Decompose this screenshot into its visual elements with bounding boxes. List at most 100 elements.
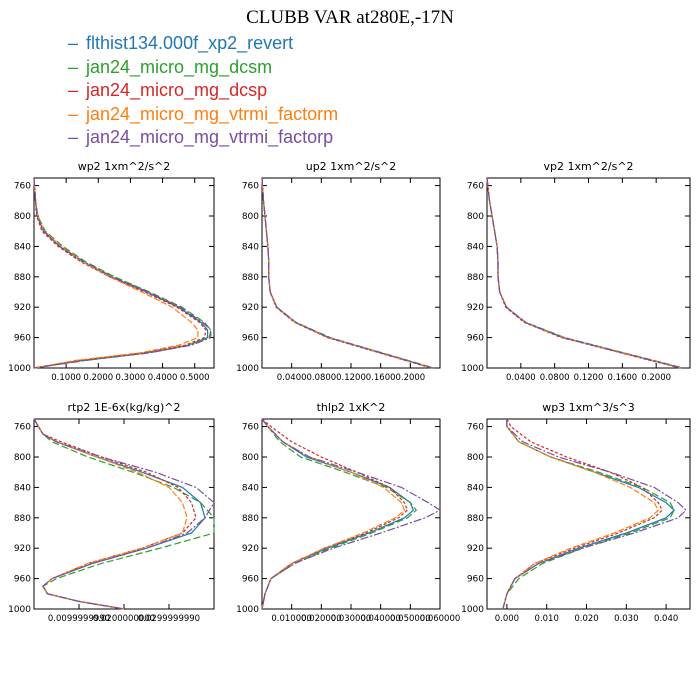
panel-title: up2 1xm^2/s^2 [306,160,397,173]
x-tick-label: 0.0800 [306,373,336,383]
y-tick-label: 800 [242,212,259,222]
series-line [33,177,209,369]
x-tick-label: 0.030000 [331,614,372,624]
series-line [33,418,215,610]
x-tick-label: 0.1200 [336,373,366,383]
x-tick-label: 0.020 [574,614,598,624]
legend-swatch: – [68,103,79,124]
x-tick-label: 0.030 [614,614,638,624]
y-tick-label: 840 [467,242,484,252]
series-line [486,177,684,369]
y-tick-label: 960 [242,575,259,585]
x-tick-label: 0.020000 [301,614,342,624]
x-tick-label: 0.1600 [366,373,396,383]
x-tick-label: 0.0800 [540,373,570,383]
y-tick-label: 840 [242,242,259,252]
x-tick-label: 0.000 [495,614,519,624]
legend-label: jan24_micro_mg_vtrmi_factorp [86,127,334,147]
series-line [261,418,442,610]
y-tick-label: 880 [14,273,31,283]
x-tick-label: 0.0200000000 [93,614,155,624]
y-tick-label: 1000 [8,605,31,615]
panel-title: thlp2 1xK^2 [317,401,386,414]
y-tick-label: 920 [242,544,259,554]
chart-panel: wp3 1xm^3/s^3 760 800 840 880 920 960 1000 0.000… [461,401,691,624]
y-tick-label: 960 [467,575,484,585]
series-line [33,177,212,369]
legend-entry: – flthist134.000f_xp2_revert [68,32,338,56]
y-tick-label: 1000 [461,605,484,615]
y-tick-label: 760 [14,423,31,433]
series-line [33,177,207,369]
series-line [261,177,433,369]
panel-title: vp2 1xm^2/s^2 [543,160,633,173]
x-tick-label: 0.0299999990 [138,614,200,624]
x-tick-label: 0.050000 [390,614,431,624]
y-tick-label: 880 [14,514,31,524]
legend-swatch: – [68,56,79,77]
legend-swatch: – [68,127,79,147]
y-tick-label: 880 [467,273,484,283]
panel-title: rtp2 1E-6x(kg/kg)^2 [68,401,181,414]
series-line [261,177,432,369]
series-line [261,177,435,369]
y-tick-label: 840 [467,483,484,493]
series-line [261,418,409,610]
x-tick-label: 0.010000 [271,614,312,624]
plot-frame [261,418,441,610]
series-line [33,418,197,610]
y-tick-label: 960 [14,334,31,344]
legend-swatch: – [68,80,79,100]
x-tick-label: 0.5000 [180,373,210,383]
chart-panel: rtp2 1E-6x(kg/kg)^2 760 800 840 880 920 960 100… [8,401,215,624]
panel-title: wp2 1xm^2/s^2 [78,160,171,173]
plot-frame [261,177,441,369]
x-tick-label: 0.060000 [420,614,461,624]
series-line [486,177,681,369]
y-tick-label: 920 [14,544,31,554]
y-tick-label: 880 [467,514,484,524]
legend-label: flthist134.000f_xp2_revert [86,33,294,53]
y-tick-label: 960 [242,334,259,344]
y-tick-label: 1000 [461,364,484,374]
x-tick-label: 0.2000 [83,373,113,383]
series-line [33,418,206,610]
y-tick-label: 800 [467,212,484,222]
y-tick-label: 1000 [8,364,31,374]
y-tick-label: 960 [14,575,31,585]
x-tick-label: 0.2000 [641,373,671,383]
x-tick-label: 0.0099999990 [48,614,110,624]
legend-label: jan24_micro_mg_dcsm [86,56,273,77]
y-tick-label: 920 [242,303,259,313]
series-line [502,419,675,610]
y-tick-label: 760 [467,423,484,433]
x-tick-label: 0.4000 [148,373,178,383]
chart-panel: wp2 1xm^2/s^2 760 800 840 880 920 960 1000 0.100… [8,160,215,383]
y-tick-label: 1000 [236,364,259,374]
series-line [502,419,687,610]
series-line [261,177,433,369]
series-line [486,177,682,369]
x-tick-label: 0.2000 [395,373,425,383]
plot-frame [486,177,691,369]
series-line [261,418,415,610]
y-tick-label: 800 [14,212,31,222]
chart-panel: thlp2 1xK^2 760 800 840 880 920 960 1000 0.01000… [236,401,460,624]
y-tick-label: 840 [14,483,31,493]
series-line [33,418,188,610]
legend-entry: – jan24_micro_mg_dcsm [68,56,338,80]
x-tick-label: 0.0400 [277,373,307,383]
y-tick-label: 800 [14,453,31,463]
y-tick-label: 840 [14,242,31,252]
y-tick-label: 920 [467,303,484,313]
x-tick-label: 0.0400 [506,373,536,383]
chart-panel: vp2 1xm^2/s^2 760 800 840 880 920 960 1000 0.040… [461,160,691,383]
panel-title: wp3 1xm^3/s^3 [542,401,635,414]
series-line [486,177,682,369]
series-line [261,177,433,369]
series-line [502,418,663,610]
x-tick-label: 0.3000 [116,373,146,383]
y-tick-label: 800 [467,453,484,463]
series-line [486,177,682,369]
